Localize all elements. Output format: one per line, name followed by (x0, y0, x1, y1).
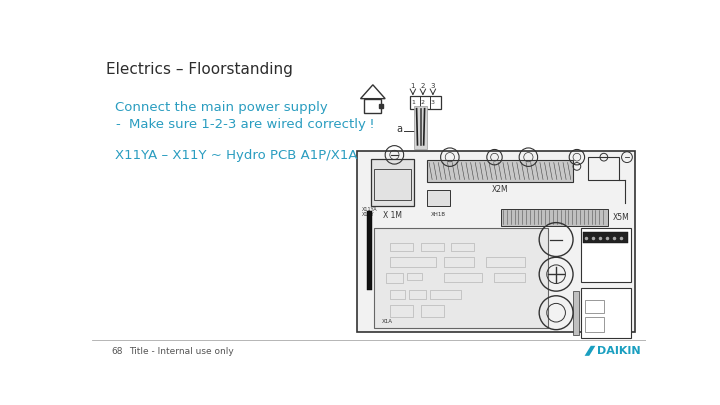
Bar (588, 157, 619, 180)
Text: -: - (115, 118, 120, 131)
Bar (585, 300, 604, 313)
Text: 1: 1 (377, 179, 382, 185)
Text: Make sure 1-2-3 are wired correctly ǃ: Make sure 1-2-3 are wired correctly ǃ (129, 118, 374, 131)
Text: Title - Internal use only: Title - Internal use only (129, 347, 233, 356)
Bar (372, 159, 414, 207)
Bar (427, 190, 450, 207)
Text: X11YA – X11Y ~ Hydro PCB A1P/X1A: X11YA – X11Y ~ Hydro PCB A1P/X1A (115, 149, 357, 162)
Bar (390, 243, 413, 251)
Text: 1: 1 (410, 83, 415, 90)
Bar (420, 243, 444, 251)
Bar (451, 243, 474, 251)
Text: 68: 68 (111, 347, 122, 356)
Bar (364, 99, 382, 113)
Bar (583, 232, 629, 243)
Text: Electrics – Floorstanding: Electrics – Floorstanding (106, 62, 292, 77)
Bar (357, 151, 634, 332)
Bar (427, 160, 573, 182)
Bar (374, 169, 410, 200)
Text: 2: 2 (420, 83, 425, 90)
Bar (410, 96, 441, 109)
Bar (366, 211, 372, 290)
Text: A8P: A8P (595, 268, 616, 278)
Text: DAIKIN: DAIKIN (597, 346, 641, 356)
Bar (500, 209, 608, 226)
Text: Connect the main power supply: Connect the main power supply (115, 101, 328, 114)
Text: G30V: G30V (598, 259, 614, 264)
Text: A4P: A4P (595, 292, 616, 302)
Bar (390, 305, 413, 318)
Text: X1A: X1A (382, 320, 393, 324)
Text: X11YA: X11YA (362, 207, 378, 212)
Bar (573, 291, 579, 335)
Bar (581, 228, 631, 282)
Polygon shape (585, 346, 595, 356)
Text: X 1M: X 1M (383, 211, 402, 220)
Bar (415, 107, 427, 149)
Bar (444, 273, 482, 282)
Bar (486, 257, 525, 266)
Bar (390, 290, 405, 299)
Text: 1: 1 (411, 100, 415, 105)
Text: 2: 2 (389, 179, 394, 185)
Bar (420, 305, 444, 318)
Bar (386, 273, 403, 283)
Text: X11Y: X11Y (362, 212, 374, 217)
Bar (390, 257, 436, 266)
Text: 3: 3 (431, 83, 435, 90)
Bar (585, 317, 604, 332)
Bar (430, 290, 461, 299)
Bar (581, 288, 631, 338)
Bar (444, 257, 474, 266)
Text: XH1B: XH1B (431, 212, 446, 217)
Text: X2M: X2M (492, 185, 508, 194)
Bar (374, 228, 548, 328)
Bar (494, 273, 525, 282)
Text: 2: 2 (421, 100, 425, 105)
Bar (407, 273, 422, 280)
Text: 3: 3 (402, 179, 406, 185)
Text: 3: 3 (431, 100, 435, 105)
Text: a: a (396, 124, 402, 134)
Text: X5M: X5M (612, 213, 629, 222)
Bar (409, 290, 426, 299)
